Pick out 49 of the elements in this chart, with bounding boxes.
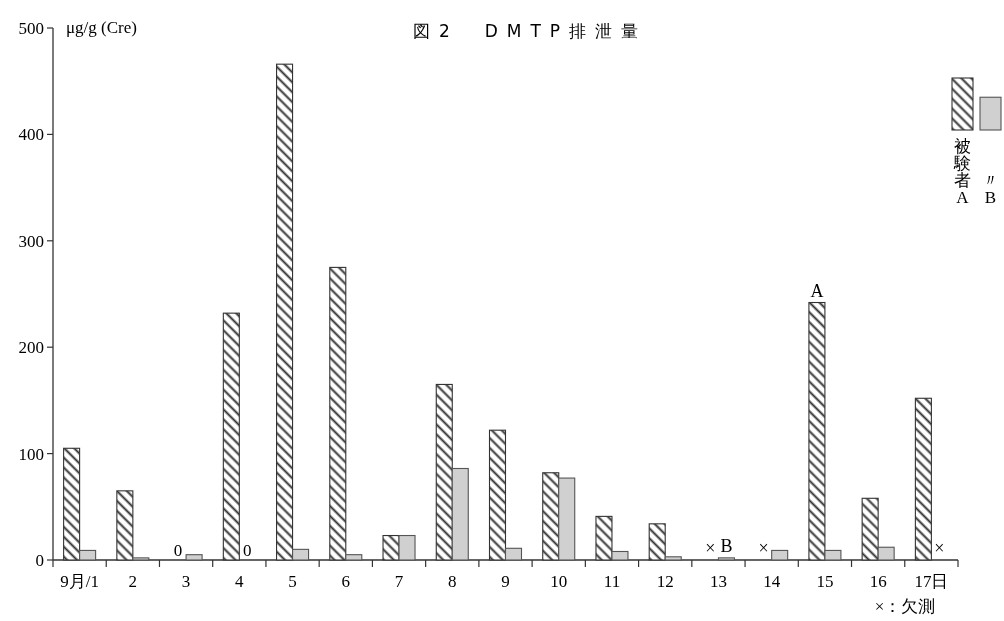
- y-tick-label: 200: [18, 338, 44, 358]
- annotation: ×: [934, 538, 945, 558]
- x-tick-label: 4: [235, 572, 245, 591]
- annotation: A: [810, 280, 824, 301]
- x-tick-label: 6: [341, 572, 351, 591]
- data-label: 0: [173, 541, 183, 560]
- ylabel: μg/g (Cre): [66, 18, 137, 37]
- x-tick-label: 2: [128, 572, 138, 591]
- bar: [558, 477, 576, 561]
- bar: [877, 546, 895, 561]
- bar: [771, 549, 789, 561]
- data-label: 0: [243, 541, 252, 560]
- bar: [717, 557, 735, 561]
- y-tick-label: 100: [18, 444, 44, 464]
- y-tick-label: 300: [18, 231, 44, 251]
- x-tick-label: 13: [709, 572, 727, 591]
- bar: [132, 557, 150, 561]
- bar: [611, 550, 629, 561]
- x-tick-label: 5: [288, 572, 297, 591]
- legend: 被験者A 〃B: [951, 77, 1002, 207]
- y-tick-label: 0: [35, 551, 44, 570]
- annotation: B: [720, 535, 733, 556]
- x-tick-label: 14: [763, 572, 781, 591]
- bar: [398, 534, 416, 561]
- x-tick-label: 8: [448, 572, 457, 591]
- x-tick-label: 7: [394, 572, 404, 591]
- title: 図2 DMTP排泄量: [412, 21, 648, 41]
- bar: [185, 554, 203, 561]
- x-tick-label: 16: [869, 572, 887, 591]
- bar: [292, 548, 310, 561]
- x-tick-label: 10: [550, 572, 568, 591]
- text: ×：欠測: [874, 597, 936, 616]
- bar: [451, 467, 469, 561]
- x-tick-label: 11: [603, 572, 621, 591]
- x-tick-label: 3: [181, 572, 191, 591]
- x-tick-label: 15: [816, 572, 834, 591]
- bar: [664, 556, 682, 561]
- y-tick-label: 500: [18, 19, 44, 38]
- x-tick-label: 12: [656, 572, 674, 591]
- bar: [79, 549, 97, 561]
- x-tick-label: 9月/1: [60, 572, 99, 591]
- bar: [504, 547, 523, 561]
- x-tick-label: 9: [501, 572, 510, 591]
- annotation: ×: [758, 538, 769, 558]
- bar: [345, 554, 363, 561]
- annotation: ×: [705, 538, 716, 558]
- bar: [824, 549, 842, 561]
- y-tick-label: 400: [18, 125, 44, 145]
- x-tick-label: 17日: [914, 572, 949, 591]
